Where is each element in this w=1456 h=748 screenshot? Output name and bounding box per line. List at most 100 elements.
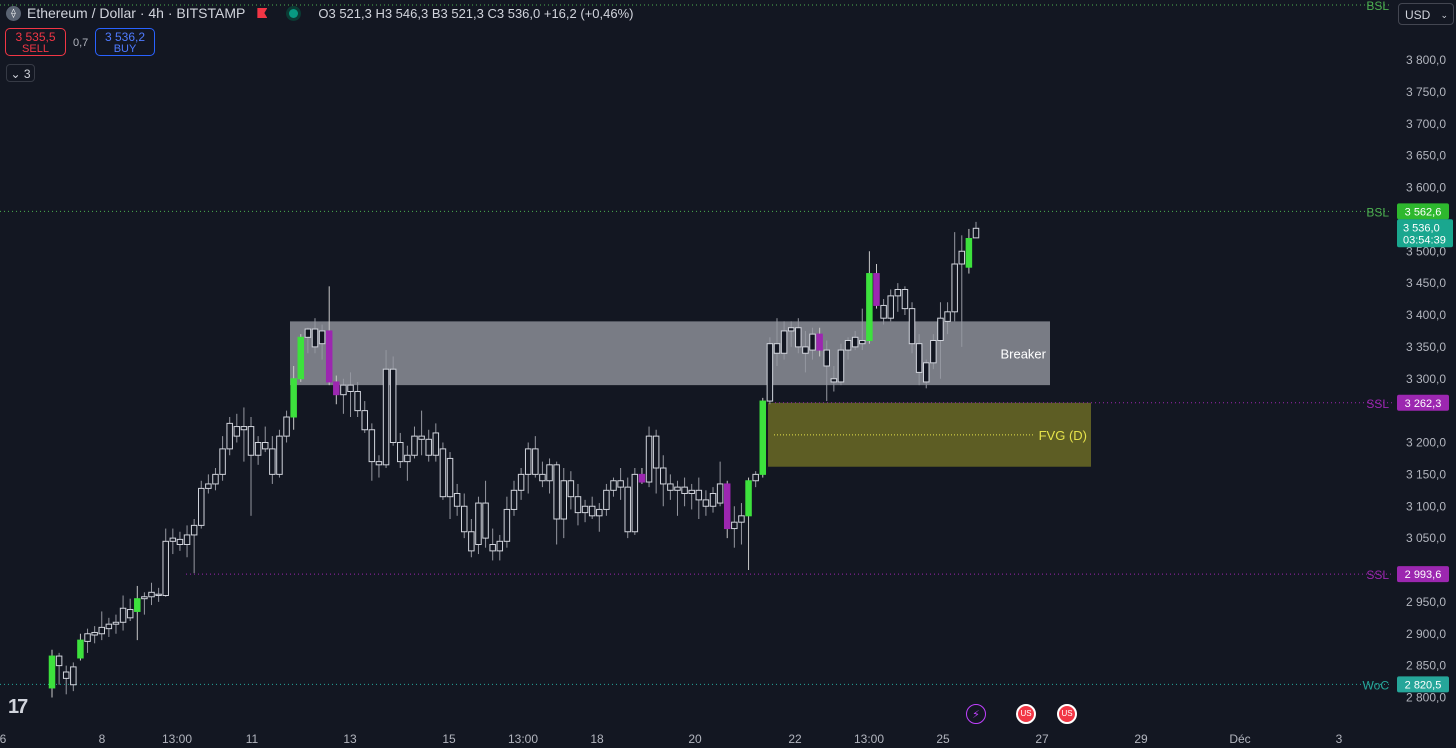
candle-body [389,368,397,443]
candle [802,330,809,373]
market-status-icon[interactable] [289,8,299,18]
candle-body [894,289,902,297]
us-flag-icon[interactable]: US [1016,704,1036,724]
candle [325,286,333,386]
candle [418,410,425,456]
candle [880,299,887,325]
candle [574,483,582,526]
candle-body [958,250,966,265]
candle [304,327,312,354]
candle [731,506,738,548]
candle [922,359,930,389]
candle [425,429,432,462]
candle [588,496,596,519]
y-tick-label: 2 900,0 [1406,627,1446,641]
candle-body [851,336,859,348]
candle-body [261,442,269,450]
candle [937,302,944,379]
candle-body [482,502,489,539]
symbol-title[interactable]: Ethereum / Dollar · 4h · BITSTAMP [27,5,246,21]
spread-value: 0,7 [73,37,89,49]
candle-body [119,607,127,623]
x-tick-label: 25 [936,732,950,746]
candle-body [453,493,461,507]
candle-body [830,378,838,383]
price-axis[interactable]: 3 800,0 3 750,0 3 700,0 3 650,0 3 600,0 3 500… [1406,53,1446,705]
candle [340,378,347,414]
candle-body [126,609,134,619]
price-tag-text: 3 562,6 [1405,206,1442,218]
candle [823,340,830,402]
candle [432,423,440,462]
currency-select[interactable]: ⌄ USD [1398,3,1454,25]
breaker-label: Breaker [1000,346,1046,361]
candle-body [901,289,909,310]
buy-price: 3 536,2 [104,30,146,44]
candle [261,426,269,453]
candle-body [375,461,383,466]
candle [169,528,177,555]
sell-button[interactable]: 3 535,5 SELL [5,28,66,56]
candle-body [823,349,830,367]
candle [198,480,205,529]
candle [496,534,504,561]
current-price-tag [1397,219,1453,248]
candle-body [880,304,887,319]
price-tag-ssl [1397,394,1449,411]
price-tags-layer: 3 562,6 3 262,3 2 993,6 2 820,5 3 536,003:54… [1397,203,1453,693]
candle [830,366,838,392]
candle-body [176,538,184,546]
candle [859,308,866,351]
buy-button[interactable]: 3 536,2 BUY [95,28,155,56]
candle [368,423,376,481]
candle [446,452,454,519]
x-tick-label: 22 [788,732,802,746]
x-tick-label: 18 [590,732,604,746]
candle-body [660,467,667,485]
candle [112,614,120,634]
candle [638,468,646,484]
candle-body [795,327,802,348]
candle [269,436,276,484]
candle [162,528,169,597]
tradingview-logo[interactable]: 17 [8,696,28,718]
candle [596,503,603,532]
y-tick-label: 3 700,0 [1406,117,1446,131]
y-tick-label: 3 100,0 [1406,499,1446,513]
candle [539,461,546,488]
candle [930,334,937,370]
candle-body [468,531,475,552]
candle-body [930,340,937,364]
candle-body [205,483,212,489]
candle-body [837,349,845,383]
candle [354,381,361,417]
candle-body [169,537,177,542]
candle-body [240,426,248,431]
candle [105,617,113,637]
candle [404,445,411,481]
candle [311,318,319,354]
lightning-icon[interactable]: ⚡ [966,704,986,724]
ohlc-values: O3 521,3 H3 546,3 B3 521,3 C3 536,0 +16,… [318,5,634,21]
candle-body [283,416,290,437]
indicators-toggle[interactable]: ⌄ 3 [6,64,35,82]
candle-body [723,483,731,530]
us-flag-icon[interactable]: US [1057,704,1077,724]
candle-body [596,508,603,517]
candle [141,592,148,615]
candle-body [77,639,84,659]
candle-body [155,593,162,596]
candle [816,327,823,357]
level-label-ssl: SSL [1366,397,1389,411]
flag-icon[interactable] [257,8,268,18]
y-tick-label: 3 450,0 [1406,276,1446,290]
candle [617,468,624,500]
time-axis[interactable]: 6 8 13:00 11 13 15 13:00 18 20 22 13:00 25 27 29 Déc 3 [0,732,1343,746]
countdown-text: 03:54:39 [1403,234,1446,246]
candle [581,499,589,523]
candle-body [809,333,816,351]
ethereum-coin-icon[interactable]: ⟠ [6,5,21,21]
candle [887,289,894,322]
candle-body [844,340,852,351]
